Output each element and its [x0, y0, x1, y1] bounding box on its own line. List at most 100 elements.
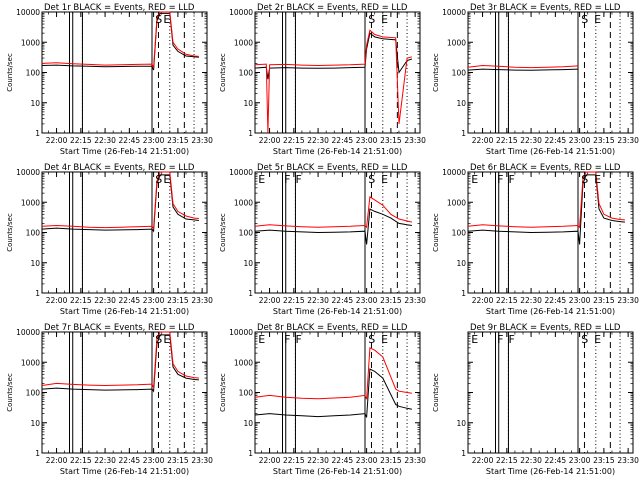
series-lld	[254, 29, 413, 134]
x-tick-label: 23:15	[593, 136, 615, 145]
x-tick-label: 22:00	[472, 136, 494, 145]
series-lld	[467, 64, 579, 69]
y-tick-label: 10	[30, 419, 40, 428]
x-tick-label: 22:15	[496, 136, 518, 145]
series-events	[41, 174, 199, 233]
y-tick-label: 10000	[229, 168, 253, 177]
y-tick-label: 100	[26, 229, 41, 238]
x-tick-label: 23:00	[143, 136, 165, 145]
x-tick-label: 22:15	[496, 296, 518, 305]
x-tick-label: 22:00	[46, 296, 68, 305]
y-tick-label: 10	[243, 259, 253, 268]
y-tick-label: 10000	[16, 328, 40, 337]
event-marker-e: E	[258, 333, 265, 346]
x-tick-label: 22:30	[94, 136, 116, 145]
y-tick-label: 1000	[21, 198, 40, 207]
chart-panel-6: Det 6r BLACK = Events, RED = LLD 1 10 100 10…	[432, 163, 639, 316]
y-tick-label: 1000	[234, 358, 253, 367]
event-marker-e: E	[163, 333, 170, 346]
event-marker-e: E	[594, 333, 601, 346]
series-events	[254, 32, 413, 80]
x-tick-label: 23:15	[593, 296, 615, 305]
y-axis-label: Counts/sec	[6, 213, 14, 252]
event-marker-e: E	[163, 13, 170, 26]
y-tick-label: 10000	[442, 168, 466, 177]
y-tick-label: 1000	[234, 38, 253, 47]
event-marker-s: S	[368, 173, 375, 186]
y-tick-label: 1000	[447, 38, 466, 47]
y-tick-label: 1000	[234, 198, 253, 207]
y-axis-label: Counts/sec	[219, 213, 227, 252]
y-tick-label: 100	[239, 229, 254, 238]
event-marker-e: E	[381, 13, 388, 26]
x-tick-label: 22:30	[520, 296, 542, 305]
series-events	[41, 12, 199, 71]
y-tick-label: 100	[452, 69, 467, 78]
x-axis-label: Start Time (26-Feb-14 21:51:00)	[60, 467, 189, 476]
event-marker-s: S	[581, 333, 588, 346]
y-tick-label: 1000	[21, 358, 40, 367]
y-tick-label: 10	[243, 99, 253, 108]
x-tick-label: 23:30	[404, 296, 426, 305]
chart-panel-4: Det 4r BLACK = Events, RED = LLD 1 10 100 10…	[6, 163, 213, 316]
x-tick-label: 22:15	[70, 456, 92, 465]
chart-title: Det 4r BLACK = Events, RED = LLD	[44, 163, 195, 173]
y-tick-label: 1	[461, 289, 466, 298]
event-marker-f: F	[295, 333, 301, 346]
series-lld	[41, 11, 199, 70]
y-tick-label: 100	[239, 389, 254, 398]
event-marker-f: F	[497, 333, 503, 346]
x-tick-label: 22:45	[545, 456, 567, 465]
y-tick-label: 10000	[229, 328, 253, 337]
x-tick-label: 23:00	[143, 296, 165, 305]
x-tick-label: 23:00	[356, 136, 378, 145]
x-tick-label: 22:00	[259, 296, 281, 305]
x-tick-label: 22:30	[520, 456, 542, 465]
y-axis-label: Counts/sec	[432, 373, 440, 412]
x-axis-label: Start Time (26-Feb-14 21:51:00)	[273, 307, 402, 316]
x-tick-label: 23:30	[191, 136, 213, 145]
chart-panel-9: Det 9r BLACK = Events, RED = LLD 1 10 22:00…	[432, 323, 639, 476]
x-axis-label: Start Time (26-Feb-14 21:51:00)	[486, 307, 615, 316]
x-tick-label: 22:00	[46, 456, 68, 465]
chart-panel-1: Det 1r BLACK = Events, RED = LLD 1 10 100 10…	[6, 3, 213, 156]
x-tick-label: 23:00	[356, 296, 378, 305]
event-marker-e: E	[471, 333, 478, 346]
y-tick-label: 1000	[447, 198, 466, 207]
x-tick-label: 22:00	[472, 456, 494, 465]
plot-frame	[467, 331, 634, 454]
x-tick-label: 22:45	[119, 456, 141, 465]
y-axis-label: Counts/sec	[219, 53, 227, 92]
event-marker-e: E	[258, 173, 265, 186]
y-tick-label: 10	[456, 259, 466, 268]
plot-frame	[41, 171, 208, 294]
y-tick-label: 10	[30, 99, 40, 108]
x-tick-label: 22:00	[259, 136, 281, 145]
x-tick-label: 23:00	[569, 296, 591, 305]
x-tick-label: 22:30	[307, 456, 329, 465]
x-tick-label: 23:00	[569, 136, 591, 145]
chart-title: Det 6r BLACK = Events, RED = LLD	[470, 163, 621, 173]
x-tick-label: 23:15	[167, 296, 189, 305]
y-tick-label: 10000	[442, 8, 466, 17]
series-lld	[254, 347, 412, 400]
y-tick-label: 10	[456, 419, 466, 428]
x-tick-label: 22:15	[283, 136, 305, 145]
x-tick-label: 22:15	[283, 456, 305, 465]
chart-title: Det 9r BLACK = Events, RED = LLD	[470, 323, 621, 333]
chart-panel-8: Det 8r BLACK = Events, RED = LLD 1 10 100 10…	[219, 323, 426, 476]
x-tick-label: 23:30	[191, 456, 213, 465]
plot-frame	[254, 331, 421, 454]
y-axis-label: Counts/sec	[432, 213, 440, 252]
event-marker-f: F	[284, 333, 290, 346]
x-tick-label: 23:30	[617, 136, 639, 145]
x-tick-label: 22:45	[332, 456, 354, 465]
x-tick-label: 22:30	[94, 296, 116, 305]
y-tick-label: 10	[456, 99, 466, 108]
x-tick-label: 23:00	[569, 456, 591, 465]
event-marker-s: S	[581, 173, 588, 186]
x-tick-label: 22:00	[259, 456, 281, 465]
series-lld	[467, 171, 625, 229]
